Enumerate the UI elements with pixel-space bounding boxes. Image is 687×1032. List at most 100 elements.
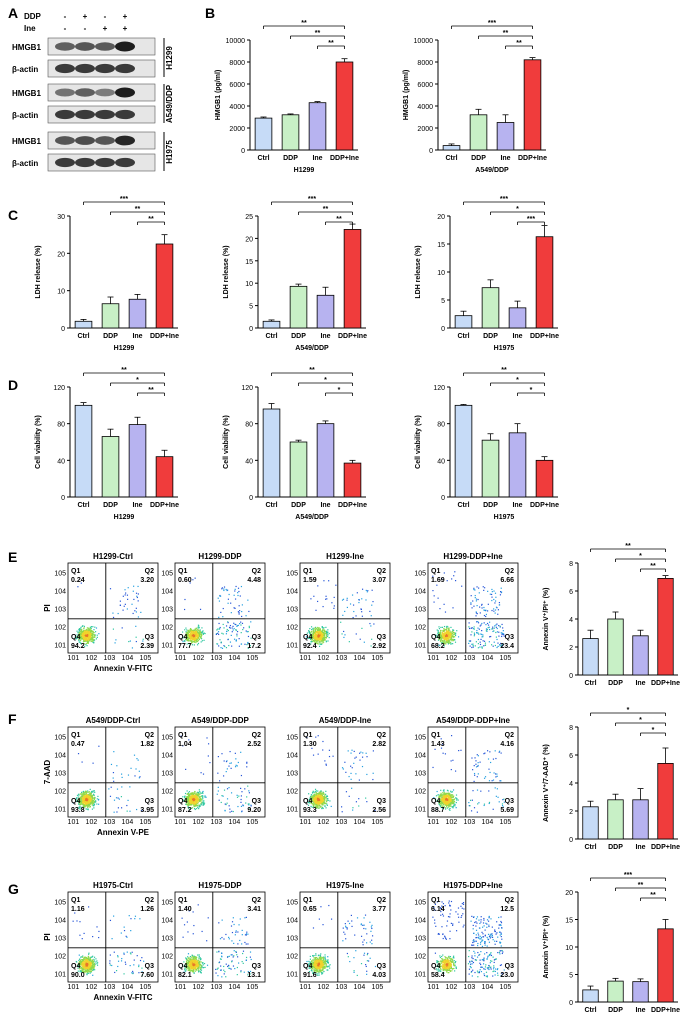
- category-label: Ine: [635, 680, 645, 687]
- flow-dot: [441, 578, 443, 580]
- flow-dot: [216, 793, 218, 795]
- flow-dot: [501, 632, 504, 634]
- flow-dot: [195, 803, 197, 805]
- flow-dot: [443, 633, 445, 635]
- blot-band: [75, 157, 95, 168]
- flow-dot: [78, 629, 80, 631]
- flow-dot: [228, 626, 231, 628]
- flow-dot: [137, 759, 139, 761]
- flow-dot: [325, 793, 327, 795]
- flow-dot: [483, 609, 485, 611]
- flow-dot: [233, 638, 236, 640]
- flow-dot: [84, 793, 86, 795]
- flow-dot: [345, 771, 347, 773]
- flow-dot: [483, 804, 485, 807]
- flow-dot: [127, 799, 129, 802]
- flow-dot: [483, 622, 485, 624]
- flow-x-tick: 103: [336, 819, 348, 826]
- flow-dot: [227, 629, 229, 632]
- flow-dot: [447, 639, 449, 641]
- flow-dot: [325, 636, 328, 639]
- flow-dot: [361, 756, 364, 758]
- flow-dot: [493, 630, 495, 632]
- flow-dot: [451, 806, 453, 808]
- flow-dot: [217, 631, 220, 633]
- y-tick-label: 25: [245, 214, 253, 221]
- sig-label: **: [625, 543, 631, 550]
- flow-dot: [189, 799, 191, 801]
- flow-dot: [325, 807, 327, 809]
- flow-dot: [186, 799, 188, 801]
- flow-plot: H1299-DDP+IneQ11.69Q26.66Q323.4Q468.2101…: [414, 552, 519, 662]
- flow-dot: [86, 636, 88, 639]
- quadrant-label: Q1: [71, 568, 80, 575]
- flow-dot: [192, 792, 194, 794]
- flow-dot: [317, 628, 319, 630]
- flow-dot: [90, 799, 92, 801]
- flow-dot: [200, 797, 202, 799]
- flow-dot: [82, 632, 84, 634]
- flow-dot: [79, 637, 81, 640]
- flow-dot: [196, 807, 198, 810]
- category-label: Ctrl: [584, 844, 596, 851]
- flow-dot: [317, 636, 319, 638]
- flow-dot: [127, 774, 130, 776]
- flow-dot: [320, 637, 322, 639]
- flow-dot: [112, 777, 114, 779]
- flow-dot: [341, 633, 343, 635]
- flow-dot: [200, 801, 203, 803]
- flow-dot: [473, 635, 475, 637]
- flow-plot-title: H1299-DDP+Ine: [443, 552, 503, 561]
- flow-dot: [93, 641, 95, 644]
- flow-dot: [439, 632, 441, 634]
- flow-dot: [78, 799, 80, 801]
- y-tick-label: 2000: [229, 126, 245, 133]
- flow-dot: [197, 631, 199, 633]
- flow-dot: [88, 798, 90, 800]
- flow-dot: [452, 631, 454, 633]
- y-tick-label: 0: [249, 495, 253, 502]
- flow-dot: [115, 797, 118, 799]
- flow-dot: [183, 640, 185, 642]
- flow-dot: [319, 793, 321, 795]
- flow-dot: [90, 640, 92, 643]
- flow-dot: [438, 644, 440, 646]
- flow-dot: [97, 795, 99, 798]
- flow-dot: [439, 637, 441, 639]
- flow-dot: [322, 627, 324, 629]
- flow-dot: [182, 796, 184, 798]
- quadrant-label: Q1: [303, 732, 312, 739]
- flow-dot: [198, 630, 200, 632]
- flow-dot: [87, 638, 89, 640]
- flow-dot: [127, 598, 129, 600]
- flow-dot: [451, 794, 453, 796]
- flow-dot: [82, 635, 85, 638]
- flow-dot: [85, 805, 88, 807]
- flow-dot: [484, 587, 486, 589]
- flow-dot: [488, 626, 490, 628]
- bar: [343, 462, 362, 498]
- flow-dot: [443, 643, 446, 645]
- flow-dot: [89, 636, 91, 638]
- bar: [632, 635, 649, 676]
- category-label: Ine: [320, 502, 330, 509]
- flow-dot: [194, 803, 196, 805]
- flow-dot: [190, 803, 192, 806]
- flow-dot: [84, 791, 86, 793]
- blot-band: [115, 157, 135, 168]
- y-axis-label: Annexin V⁺/7-AAD⁺ (%): [543, 744, 550, 822]
- flow-dot: [183, 637, 185, 639]
- flow-dot: [124, 589, 126, 591]
- flow-dot: [497, 609, 500, 611]
- flow-dot: [473, 632, 476, 634]
- flow-dot: [492, 628, 494, 630]
- flow-dot: [317, 803, 319, 806]
- flow-dot: [317, 629, 319, 631]
- flow-dot: [217, 772, 219, 774]
- flow-dot: [314, 639, 316, 641]
- quadrant-label: Q3: [145, 798, 154, 805]
- flow-dot: [202, 800, 204, 802]
- flow-dot: [79, 633, 81, 635]
